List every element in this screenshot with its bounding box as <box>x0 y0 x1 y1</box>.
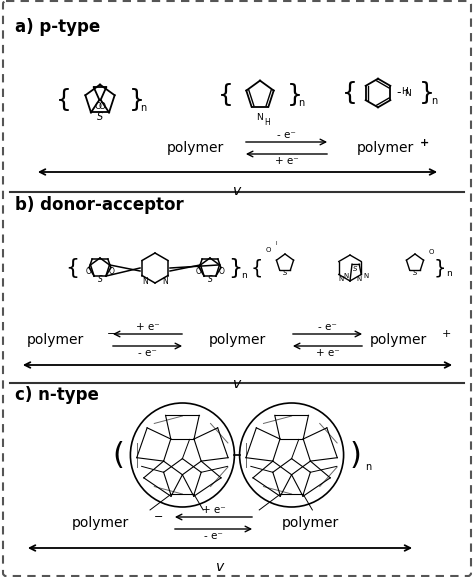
Text: - e⁻: - e⁻ <box>318 322 337 332</box>
Text: N: N <box>162 278 168 287</box>
Text: }: } <box>286 83 302 107</box>
Text: n: n <box>141 103 147 113</box>
Text: }: } <box>128 88 145 112</box>
Text: polymer: polymer <box>356 141 414 155</box>
Text: O: O <box>98 102 105 111</box>
Text: H: H <box>264 118 270 127</box>
Text: polymer: polymer <box>209 333 265 347</box>
Text: {: { <box>342 81 358 105</box>
Text: −: − <box>107 329 117 339</box>
Text: O: O <box>266 248 272 253</box>
Text: S: S <box>98 275 102 283</box>
Text: n: n <box>365 462 372 472</box>
Text: ): ) <box>350 440 362 470</box>
Text: }: } <box>228 258 242 278</box>
Text: polymer: polymer <box>166 141 224 155</box>
Text: I: I <box>275 241 277 246</box>
Text: + e⁻: + e⁻ <box>316 348 339 358</box>
Text: polymer: polymer <box>282 516 338 530</box>
Text: polymer: polymer <box>369 333 427 347</box>
Text: O: O <box>428 249 434 255</box>
Text: + e⁻: + e⁻ <box>201 505 225 515</box>
Text: {: { <box>55 88 72 112</box>
Text: {: { <box>251 258 263 278</box>
Text: + e⁻: + e⁻ <box>136 322 159 332</box>
Text: −: − <box>154 512 164 522</box>
Text: - e⁻: - e⁻ <box>204 531 223 541</box>
Text: O: O <box>219 267 224 276</box>
Text: (: ( <box>112 440 124 470</box>
Text: N: N <box>404 88 411 98</box>
Text: O: O <box>196 267 201 276</box>
Text: n: n <box>446 269 452 279</box>
Text: N: N <box>338 276 344 282</box>
Text: v: v <box>233 377 241 391</box>
Text: S: S <box>208 275 212 283</box>
Text: H: H <box>401 87 408 96</box>
Text: O: O <box>95 102 102 111</box>
Text: + e⁻: + e⁻ <box>274 156 298 166</box>
Text: - e⁻: - e⁻ <box>277 130 296 140</box>
Text: O: O <box>109 267 114 276</box>
Text: polymer: polymer <box>27 333 83 347</box>
Text: -: - <box>397 87 401 99</box>
Text: {: { <box>218 83 234 107</box>
Text: }: } <box>419 81 435 105</box>
Text: a) p-type: a) p-type <box>15 18 100 36</box>
Text: {: { <box>65 258 79 278</box>
Text: S: S <box>97 112 103 122</box>
Text: v: v <box>233 184 241 198</box>
Text: }: } <box>434 258 446 278</box>
Text: N: N <box>256 113 264 122</box>
Text: - e⁻: - e⁻ <box>138 348 157 358</box>
Text: S: S <box>283 270 287 276</box>
FancyBboxPatch shape <box>3 1 471 576</box>
Text: N: N <box>343 273 348 279</box>
Text: c) n-type: c) n-type <box>15 386 99 404</box>
Text: N: N <box>356 276 362 282</box>
Text: v: v <box>216 560 224 574</box>
Text: n: n <box>431 96 437 106</box>
Text: +: + <box>420 138 429 148</box>
Text: +: + <box>442 329 451 339</box>
Text: N: N <box>363 273 368 279</box>
Text: O: O <box>86 267 91 276</box>
Text: S: S <box>353 266 358 272</box>
Text: n: n <box>299 98 305 108</box>
Text: b) donor-acceptor: b) donor-acceptor <box>15 196 184 214</box>
Text: polymer: polymer <box>72 516 128 530</box>
Text: n: n <box>241 271 247 279</box>
Text: N: N <box>142 278 148 287</box>
Text: S: S <box>413 270 417 276</box>
